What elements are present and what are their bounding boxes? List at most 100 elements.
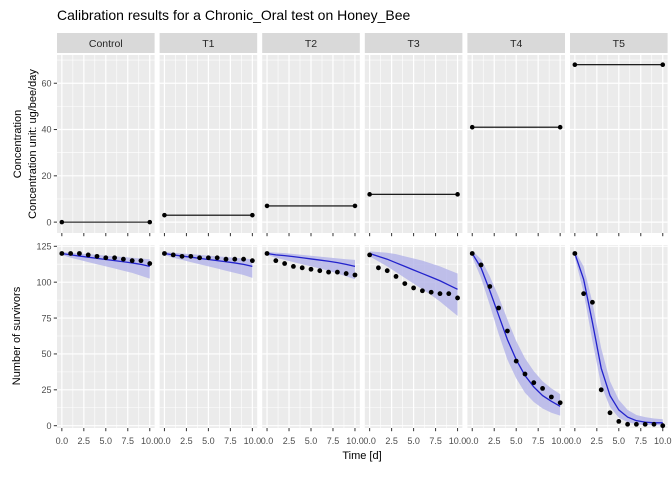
concentration-point	[572, 62, 578, 68]
observed-point	[147, 261, 153, 266]
panel-top-T5	[570, 55, 668, 237]
y-tick-label: 100	[36, 277, 51, 287]
observed-point	[642, 421, 648, 427]
panel-bot-Control: 0.0 2.5 5.0 7.5 10.0	[56, 245, 159, 446]
observed-point	[103, 255, 109, 261]
observed-point	[540, 385, 545, 391]
observed-point	[170, 252, 176, 258]
observed-point	[660, 423, 666, 429]
panel-top-T4	[467, 55, 565, 237]
observed-point	[68, 251, 74, 256]
x-tick-label: 5.0	[202, 436, 215, 446]
observed-point	[241, 256, 246, 262]
observed-point	[478, 262, 484, 268]
panel-bot-T3: 0.0 2.5 5.0 7.5 10.0	[363, 245, 466, 446]
observed-point	[179, 253, 185, 259]
observed-point	[197, 255, 203, 261]
x-tick-label: 5.0	[100, 436, 113, 446]
x-tick-label: 2.5	[283, 436, 296, 446]
observed-point	[334, 269, 340, 275]
chart-title: Calibration results for a Chronic_Oral t…	[57, 7, 411, 23]
observed-point	[437, 291, 443, 297]
observed-point	[367, 252, 373, 258]
x-tick-label: 5.0	[510, 436, 523, 446]
observed-point	[129, 258, 135, 264]
observed-point	[598, 387, 604, 393]
observed-point	[188, 253, 194, 259]
concentration-point	[147, 219, 153, 225]
observed-point	[469, 251, 475, 256]
panel-top-T1	[159, 55, 258, 237]
panel-bot-T4: 0.0 2.5 5.0 7.5 10.0	[466, 245, 569, 446]
observed-point	[59, 251, 65, 256]
observed-point	[487, 284, 493, 289]
concentration-point	[162, 212, 167, 218]
x-tick-label: 7.5	[429, 436, 442, 446]
x-tick-label: 2.5	[385, 436, 398, 446]
x-tick-label: 0.0	[56, 436, 69, 446]
x-tick-label: 2.5	[78, 436, 91, 446]
x-tick-label: 7.5	[327, 436, 340, 446]
y-tick-label: 0	[46, 421, 51, 431]
panel-bot-T2: 0.0 2.5 5.0 7.5 10.0	[261, 245, 364, 446]
concentration-point	[557, 124, 563, 130]
x-tick-label: 0.0	[466, 436, 479, 446]
x-tick-label: 2.5	[488, 436, 501, 446]
panel-top-T3	[364, 55, 463, 237]
credible-interval-ribbon	[369, 251, 458, 316]
panel-top-Control	[57, 55, 155, 237]
observed-point	[326, 269, 331, 275]
panel-top-T2	[262, 55, 360, 237]
observed-point	[352, 272, 358, 278]
facet-strip-label: T5	[613, 38, 625, 50]
observed-point	[138, 258, 144, 264]
observed-point	[625, 421, 630, 427]
x-tick-label: 0.0	[363, 436, 376, 446]
x-tick-label: 0.0	[261, 436, 274, 446]
observed-point	[223, 256, 229, 262]
fit-line	[266, 252, 356, 268]
credible-interval-ribbon	[574, 250, 663, 426]
observed-point	[112, 255, 117, 261]
facet-strip	[57, 33, 155, 53]
observed-point	[607, 410, 613, 416]
concentration-point	[455, 192, 460, 197]
observed-point	[299, 265, 305, 271]
observed-point	[419, 288, 425, 294]
facet-strip-label: T3	[407, 38, 419, 50]
observed-point	[308, 266, 314, 272]
observed-point	[214, 255, 220, 261]
facet-strip	[467, 33, 565, 53]
x-tick-label: 5.0	[613, 436, 626, 446]
x-tick-label: 0.0	[569, 436, 582, 446]
x-tick-label: 10.0	[346, 436, 364, 446]
credible-interval-ribbon	[472, 250, 561, 416]
panel-bot-T5: 0.0 2.5 5.0 7.5 10.0	[569, 245, 672, 446]
observed-point	[85, 252, 91, 258]
observed-point	[548, 394, 554, 400]
concentration-point	[660, 62, 666, 68]
credible-interval-ribbon	[164, 252, 253, 278]
x-tick-label: 10.0	[244, 436, 262, 446]
x-tick-label: 10.0	[449, 436, 467, 446]
y-tick-label: 40	[41, 125, 51, 135]
observed-point	[616, 418, 622, 424]
x-tick-label: 7.5	[635, 436, 648, 446]
concentration-point	[59, 219, 65, 225]
x-axis-label: Time [d]	[342, 450, 382, 462]
observed-point	[393, 274, 399, 279]
observed-point	[411, 285, 416, 291]
credible-interval-ribbon	[61, 252, 150, 279]
x-tick-label: 7.5	[532, 436, 545, 446]
observed-point	[343, 271, 349, 276]
credible-interval-ribbon	[267, 252, 355, 280]
observed-point	[384, 268, 390, 274]
observed-point	[522, 371, 528, 377]
y-tick-label: 20	[41, 171, 51, 181]
x-tick-label: 10.0	[141, 436, 159, 446]
observed-point	[572, 251, 578, 256]
observed-point	[94, 253, 100, 259]
x-tick-label: 5.0	[305, 436, 318, 446]
observed-point	[446, 291, 452, 297]
